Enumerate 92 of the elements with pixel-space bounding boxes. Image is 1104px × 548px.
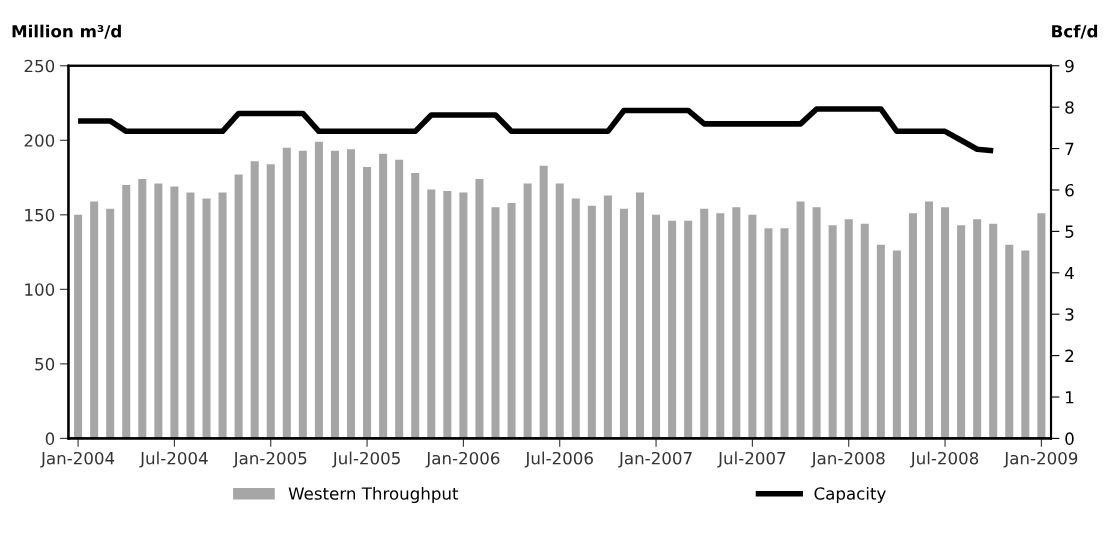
- y2-tick-label: 6: [1065, 183, 1074, 197]
- y-tick-label: 100: [25, 283, 55, 296]
- bar: [748, 214, 757, 439]
- y2-tick-label: 9: [1065, 59, 1074, 73]
- bar: [796, 201, 805, 439]
- bar: [603, 195, 612, 439]
- bar: [138, 179, 147, 439]
- x-tick-label: Jul-2005: [331, 451, 400, 468]
- x-tick-label: Jul-2007: [717, 451, 786, 468]
- bar: [202, 198, 211, 439]
- y-tick-label: 250: [24, 59, 55, 73]
- x-tick-label: Jul-2006: [524, 451, 593, 468]
- bar: [989, 223, 998, 439]
- bar: [892, 250, 901, 439]
- bar: [860, 223, 869, 439]
- bar: [924, 201, 933, 439]
- y-axis-title: Million m³/d: [12, 24, 121, 39]
- bar: [170, 186, 179, 439]
- bar: [941, 207, 950, 439]
- bar: [298, 150, 307, 439]
- bar: [555, 183, 564, 439]
- bar: [218, 192, 227, 439]
- bar: [780, 228, 789, 439]
- bar: [411, 173, 420, 439]
- x-tick-label: Jan-2008: [810, 451, 885, 468]
- bar: [379, 153, 388, 439]
- bar: [74, 214, 83, 439]
- bar: [459, 192, 468, 439]
- bar: [828, 225, 837, 439]
- bar: [282, 147, 291, 439]
- y2-axis-title: Bcf/d: [1052, 24, 1098, 39]
- y2-tick-label: 4: [1065, 266, 1074, 280]
- x-tick-label: Jul-2008: [909, 451, 979, 468]
- bar: [491, 207, 500, 439]
- y2-tick-label: 7: [1065, 142, 1074, 155]
- bar: [1037, 213, 1046, 439]
- bar: [90, 201, 99, 439]
- legend-label: Capacity: [814, 486, 886, 504]
- bar: [266, 164, 275, 439]
- bar: [619, 208, 628, 439]
- x-tick-label: Jan-2009: [1003, 451, 1078, 468]
- x-tick-label: Jan-2004: [40, 451, 115, 468]
- bar: [716, 213, 725, 439]
- y-tick-label: 150: [25, 208, 55, 222]
- bar: [571, 198, 580, 439]
- bar: [812, 207, 821, 439]
- bar: [652, 214, 661, 439]
- bar: [908, 213, 917, 439]
- bar: [587, 205, 596, 439]
- bar: [154, 183, 163, 439]
- bar: [732, 207, 741, 439]
- y2-tick-label: 0: [1065, 432, 1074, 445]
- bar: [363, 167, 372, 439]
- bar: [347, 149, 356, 439]
- x-tick-label: Jan-2006: [425, 451, 500, 468]
- bar: [427, 189, 436, 439]
- bar: [844, 219, 853, 439]
- y2-tick-label: 3: [1065, 308, 1074, 321]
- bar: [876, 244, 885, 439]
- x-tick-label: Jul-2004: [139, 451, 208, 468]
- bar: [539, 165, 548, 439]
- y-tick-label: 200: [24, 134, 55, 147]
- bar: [700, 208, 709, 439]
- bar: [1021, 250, 1030, 439]
- y-tick-label: 50: [35, 357, 55, 371]
- bar: [507, 202, 516, 439]
- x-tick-label: Jan-2007: [618, 451, 692, 468]
- bar: [973, 219, 982, 439]
- y2-tick-label: 1: [1066, 391, 1074, 404]
- bar: [186, 192, 195, 439]
- bar: [106, 208, 115, 439]
- bar: [443, 190, 452, 439]
- bar: [635, 192, 645, 439]
- bar: [330, 150, 339, 439]
- y2-tick-label: 8: [1065, 101, 1074, 114]
- x-tick-label: Jan-2005: [232, 451, 307, 468]
- bar: [684, 220, 693, 439]
- bar: [523, 183, 532, 439]
- bar: [764, 228, 773, 439]
- bar: [122, 185, 131, 439]
- y-tick-label: 0: [45, 432, 55, 445]
- bar: [314, 141, 323, 439]
- legend-label: Western Throughput: [288, 486, 459, 504]
- bar: [957, 225, 966, 439]
- bar: [395, 159, 404, 439]
- bar: [1005, 244, 1014, 439]
- bar: [234, 174, 243, 439]
- bar: [475, 179, 484, 439]
- bar: [250, 161, 259, 439]
- y2-tick-label: 5: [1065, 225, 1074, 238]
- bar: [668, 220, 677, 439]
- y2-tick-label: 2: [1065, 349, 1074, 362]
